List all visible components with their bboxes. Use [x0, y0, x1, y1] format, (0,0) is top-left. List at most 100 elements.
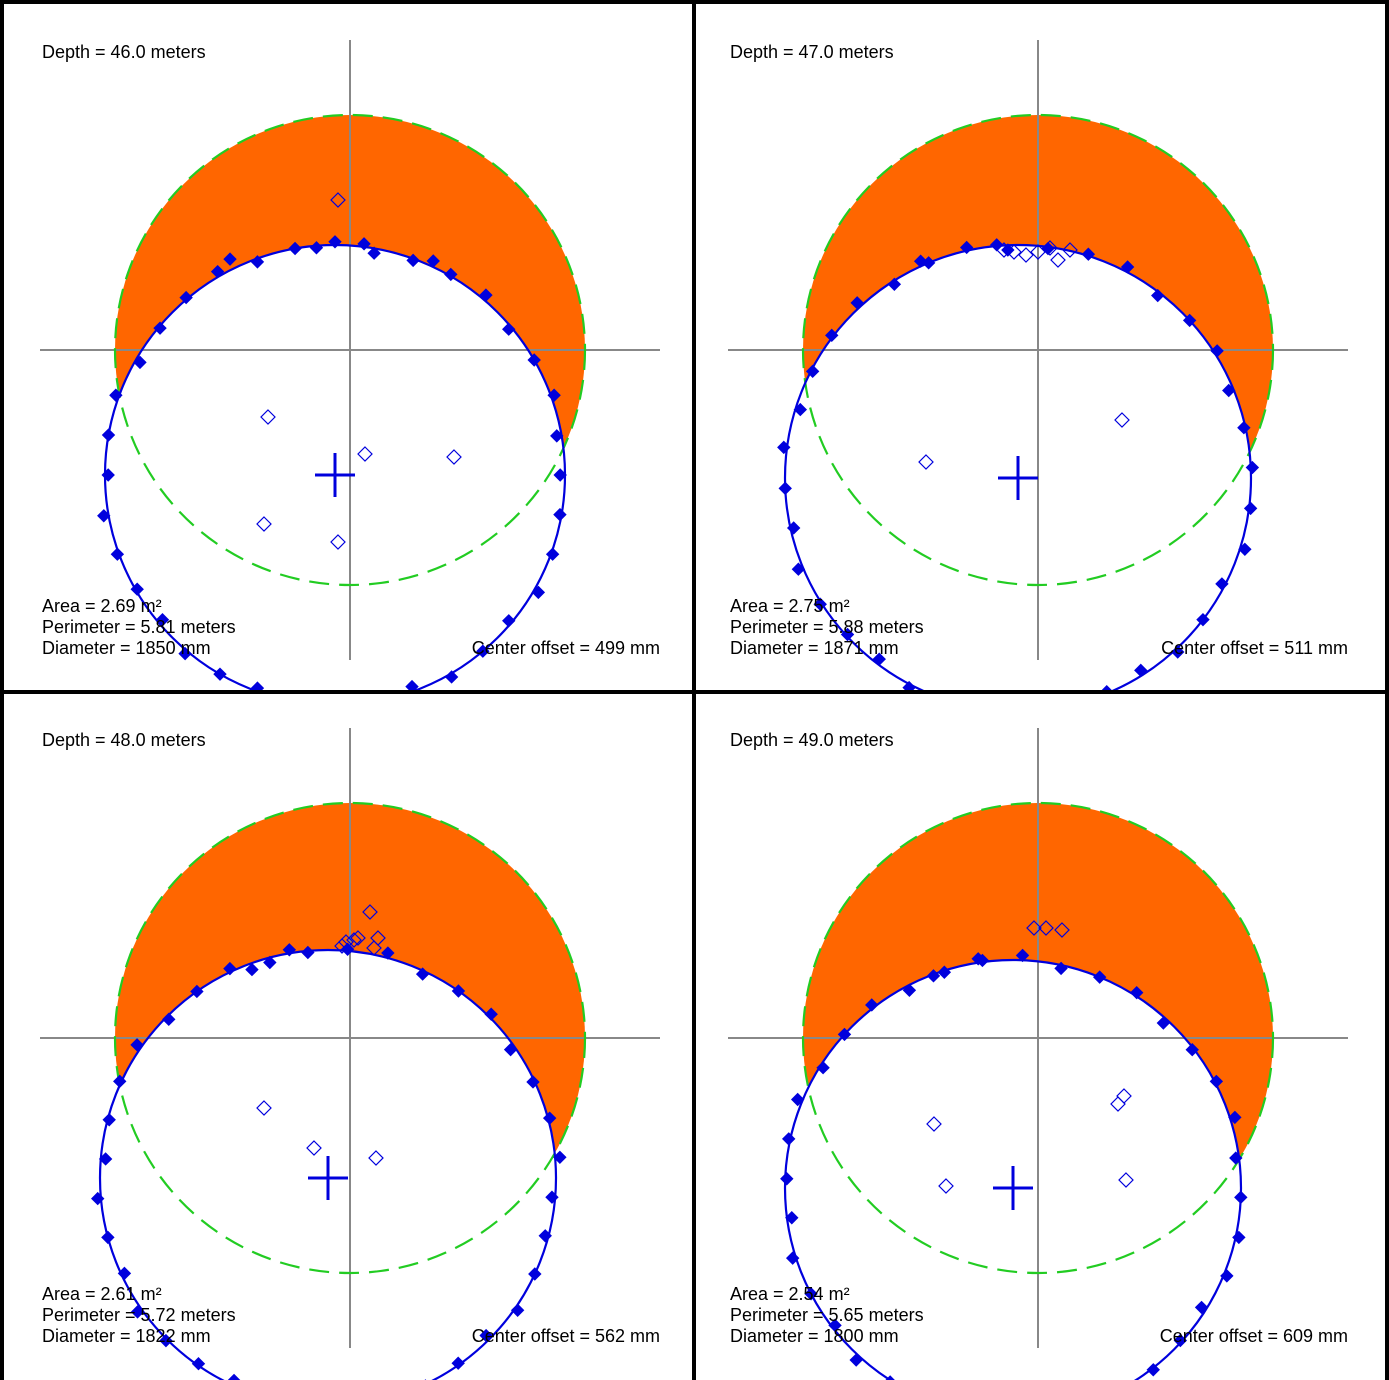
- accepted-point: [101, 428, 116, 442]
- accepted-point: [1245, 460, 1260, 475]
- accepted-point: [476, 644, 490, 658]
- accepted-point: [191, 1356, 206, 1371]
- accepted-point: [130, 1305, 145, 1319]
- rejected-point: [1118, 1172, 1134, 1188]
- accepted-point: [117, 1266, 132, 1281]
- accepted-points: [780, 948, 1248, 1380]
- rejected-point: [1110, 1096, 1126, 1112]
- accepted-point: [526, 1075, 540, 1089]
- rejected-point: [362, 904, 378, 920]
- area-label: Area = 2.54 m²: [730, 1284, 850, 1304]
- accepted-point: [130, 1038, 144, 1052]
- accepted-point: [263, 955, 277, 970]
- perimeter-label: Perimeter = 5.65 meters: [730, 1305, 924, 1325]
- rejected-point: [926, 1116, 942, 1132]
- deviation-area: [803, 115, 1273, 585]
- rejected-point: [357, 446, 373, 462]
- accepted-point: [101, 1230, 115, 1245]
- accepted-point: [1234, 1190, 1248, 1205]
- deviation-area: [115, 115, 585, 585]
- accepted-points: [91, 942, 567, 1380]
- accepted-point: [178, 646, 192, 661]
- rejected-point: [1116, 1088, 1132, 1104]
- accepted-point: [426, 254, 440, 268]
- measured-circle: [98, 948, 558, 1380]
- accepted-point: [791, 562, 806, 576]
- deviation-area: [803, 803, 1273, 1273]
- accepted-point: [887, 277, 902, 292]
- accepted-point: [785, 1251, 800, 1265]
- rejected-point: [256, 1100, 272, 1116]
- accepted-point: [1228, 1110, 1242, 1125]
- accepted-point: [309, 241, 324, 255]
- measured-circle: [783, 958, 1243, 1380]
- accepted-point: [102, 1113, 116, 1127]
- area-label: Area = 2.61 m²: [42, 1284, 162, 1304]
- accepted-point: [1237, 421, 1251, 435]
- accepted-point: [1238, 542, 1252, 557]
- accepted-point: [213, 667, 227, 681]
- accepted-point: [502, 614, 516, 628]
- accepted-point: [1101, 684, 1112, 690]
- accepted-point: [971, 952, 985, 966]
- accepted-point: [133, 355, 147, 370]
- rejected-point: [334, 938, 350, 954]
- rejected-point: [1006, 244, 1022, 260]
- accepted-point: [503, 1042, 518, 1057]
- accepted-point: [790, 1092, 805, 1107]
- accepted-point: [837, 1027, 852, 1042]
- rejected-point: [1062, 242, 1078, 258]
- accepted-point: [109, 388, 123, 402]
- perimeter-label: Perimeter = 5.88 meters: [730, 617, 924, 637]
- diameter-label: Diameter = 1850 mm: [42, 638, 211, 658]
- panel-depth-47: Depth = 47.0 meters Area = 2.75 m² Perim…: [696, 4, 1385, 690]
- accepted-point: [444, 267, 458, 282]
- accepted-point: [780, 1172, 794, 1186]
- rejected-point: [1054, 922, 1070, 938]
- accepted-point: [510, 1303, 525, 1317]
- rejected-point: [1042, 240, 1058, 256]
- accepted-point: [155, 613, 170, 627]
- accepted-point: [130, 582, 144, 596]
- rejected-points: [256, 904, 386, 1166]
- rejected-points: [256, 192, 462, 550]
- accepted-point: [1054, 961, 1068, 976]
- panel-plot: [40, 40, 660, 690]
- accepted-point: [782, 1132, 796, 1146]
- panel-depth-46: Depth = 46.0 meters Area = 2.69 m² Perim…: [4, 4, 692, 690]
- accepted-point: [451, 1356, 465, 1370]
- accepted-point: [825, 328, 839, 343]
- accepted-point: [190, 984, 204, 999]
- rejected-point: [1114, 412, 1130, 428]
- accepted-point: [813, 597, 827, 611]
- rejected-point: [446, 449, 462, 465]
- accepted-point: [223, 252, 237, 266]
- rejected-point: [918, 454, 934, 470]
- rejected-point: [938, 1178, 954, 1194]
- accepted-point: [162, 1012, 176, 1027]
- panel-depth-48: Depth = 48.0 meters Area = 2.61 m² Perim…: [4, 694, 692, 1380]
- accepted-point: [484, 1007, 498, 1021]
- accepted-point: [913, 254, 928, 268]
- accepted-point: [367, 246, 381, 260]
- accepted-point: [415, 967, 430, 981]
- accepted-point: [328, 235, 342, 249]
- accepted-point: [872, 652, 886, 666]
- accepted-point: [250, 255, 265, 269]
- rejected-point: [346, 932, 362, 948]
- accepted-point: [110, 547, 125, 561]
- reference-circle: [113, 113, 587, 587]
- accepted-point: [793, 402, 808, 417]
- accepted-point: [179, 290, 193, 305]
- accepted-point: [405, 679, 419, 690]
- accepted-point: [1001, 243, 1015, 257]
- perimeter-label: Perimeter = 5.81 meters: [42, 617, 236, 637]
- rejected-point: [368, 1150, 384, 1166]
- accepted-point: [545, 547, 560, 561]
- accepted-point: [1129, 985, 1144, 1000]
- accepted-point: [282, 943, 297, 957]
- accepted-point: [926, 969, 941, 983]
- center-offset-label: Center offset = 562 mm: [471, 1326, 660, 1346]
- deviation-area: [115, 803, 585, 1273]
- accepted-point: [381, 946, 395, 960]
